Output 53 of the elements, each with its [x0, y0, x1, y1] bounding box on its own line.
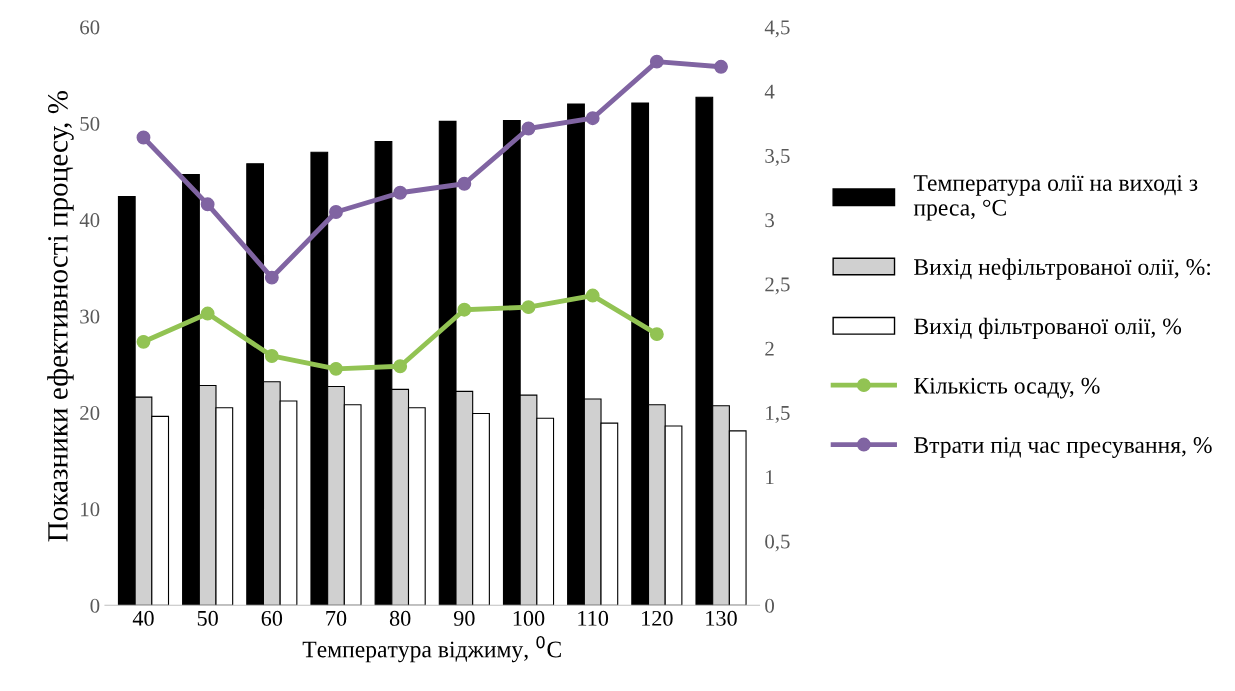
point [457, 176, 472, 191]
point [585, 288, 600, 303]
point [585, 111, 600, 126]
x-tick-label: 90 [453, 610, 475, 626]
point [329, 205, 343, 219]
y2-tick-label: 2,5 [765, 277, 790, 295]
point [649, 327, 664, 342]
y-tick-label: 40 [79, 213, 100, 228]
x-tick-label: 50 [197, 610, 218, 626]
y2-tick-label: 0 [765, 598, 775, 613]
y2-tick-label: 1 [766, 470, 774, 485]
point [200, 197, 215, 212]
y2-tick-label: 3 [765, 213, 774, 228]
point [136, 130, 151, 145]
x-tick-label: 70 [326, 610, 347, 626]
y2-tick-label: 3,5 [765, 148, 790, 166]
y-tick-label: 20 [80, 405, 100, 420]
x-tick-label: 80 [389, 610, 411, 626]
x-axis-title: Температура віджиму, $^{0}$С [302, 635, 561, 663]
y2-tick-label: 4,5 [764, 20, 790, 38]
point [714, 59, 728, 74]
y2-tick-label: 4 [764, 84, 775, 99]
point [393, 185, 408, 200]
legend-label: Температура олії на виході з преса, °С [913, 175, 1198, 221]
legend-label: Втрати під час пресування, % [914, 437, 1212, 458]
point [457, 302, 472, 317]
x-tick-label: 60 [261, 610, 283, 626]
x-tick-label: 100 [513, 610, 545, 626]
y-tick-label: 60 [80, 20, 100, 35]
x-tick-label: 110 [578, 610, 609, 626]
x-tick-label: 120 [642, 610, 673, 626]
point [521, 121, 536, 136]
point [329, 361, 343, 376]
point [264, 270, 279, 285]
y2-tick-label: 2 [765, 341, 774, 356]
legend-label: Вихід фільтрованої олії, % [914, 317, 1182, 340]
point [136, 334, 151, 349]
legend-label: Кількість осаду, % [914, 377, 1100, 399]
y-tick-label: 10 [81, 502, 100, 517]
y-tick-label: 30 [80, 309, 100, 324]
y2-tick-label: 1,5 [766, 406, 790, 423]
point [393, 359, 408, 374]
y-tick-label: 50 [80, 116, 100, 131]
y-tick-label: 0 [90, 598, 100, 613]
y2-tick-label: 0,5 [765, 534, 790, 552]
point [264, 349, 279, 363]
legend-label: Вихід нефільтрованої олії, %: [914, 258, 1210, 280]
x-tick-label: 40 [132, 610, 154, 626]
point [649, 54, 664, 69]
point [521, 300, 536, 315]
x-tick-label: 130 [706, 610, 737, 626]
point [200, 306, 215, 321]
y-axis-title: Показники ефективності процесу, % [47, 90, 74, 542]
